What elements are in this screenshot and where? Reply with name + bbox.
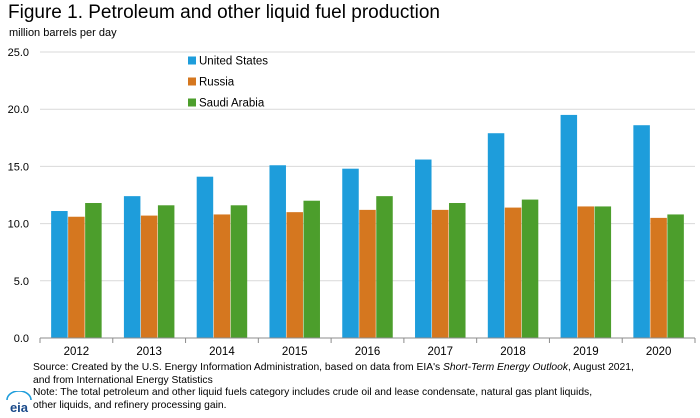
bar <box>51 211 68 338</box>
source-suffix: , August 2021, <box>568 362 634 373</box>
legend-swatch <box>188 98 196 107</box>
x-category-label: 2019 <box>573 346 599 358</box>
x-category-label: 2017 <box>427 346 453 358</box>
bar <box>269 165 286 338</box>
bar <box>521 199 539 338</box>
eia-logo: eia <box>6 391 32 415</box>
bar <box>504 207 522 338</box>
bar <box>376 196 393 338</box>
bar <box>286 212 303 338</box>
legend-swatch <box>188 56 196 65</box>
bar <box>342 168 359 338</box>
y-tick-label: 20.0 <box>8 104 29 116</box>
bar <box>415 159 432 338</box>
y-axis-tick-labels: 0.0 5.0 10.0 15.0 20.0 25.0 <box>8 47 29 345</box>
legend-label: Saudi Arabia <box>199 98 265 110</box>
x-category-label: 2014 <box>209 346 235 358</box>
bar-series <box>51 114 684 338</box>
note-line1: Note: The total petroleum and other liqu… <box>33 387 593 399</box>
bar <box>577 206 595 338</box>
bar <box>359 209 376 338</box>
legend-swatch <box>188 77 196 86</box>
eia-logo-text: eia <box>10 400 29 415</box>
legend-label: United States <box>199 56 268 68</box>
bar <box>157 205 175 338</box>
y-tick-label: 25.0 <box>8 47 29 59</box>
legend: United States Russia Saudi Arabia <box>188 56 268 110</box>
y-tick-label: 0.0 <box>14 333 29 345</box>
bar <box>123 196 141 338</box>
x-category-label: 2018 <box>500 346 526 358</box>
source-note-line2: and from International Energy Statistics <box>33 374 213 386</box>
bar <box>432 209 449 338</box>
bar <box>633 125 650 338</box>
y-tick-label: 15.0 <box>8 161 29 173</box>
y-tick-label: 10.0 <box>8 219 29 231</box>
bar-chart: 0.05.010.015.020.025.0 2012 2013 2014 2015 2… <box>8 47 696 358</box>
legend-label: Russia <box>199 77 235 89</box>
y-axis-unit-label: million barrels per day <box>9 27 117 39</box>
bar <box>196 176 214 338</box>
source-publication: Short-Term Energy Outlook <box>443 362 568 373</box>
x-axis-ticks <box>39 338 696 343</box>
bar <box>213 214 231 338</box>
x-axis-category-labels: 2012 2013 2014 2015 2016 2017 2018 2019 2020 <box>64 346 672 358</box>
x-category-label: 2016 <box>355 346 381 358</box>
bar <box>68 216 85 338</box>
x-category-label: 2012 <box>64 346 90 358</box>
x-category-label: 2015 <box>282 346 308 358</box>
source-prefix: Source: Created by the U.S. Energy Infor… <box>33 362 444 373</box>
bar <box>594 206 612 338</box>
bar <box>303 200 320 338</box>
x-category-label: 2020 <box>646 346 672 358</box>
bar <box>449 203 466 338</box>
source-note: Source: Created by the U.S. Energy Infor… <box>33 362 693 375</box>
chart-title: Figure 1. Petroleum and other liquid fue… <box>8 2 440 23</box>
x-category-label: 2013 <box>136 346 162 358</box>
y-tick-label: 5.0 <box>14 276 29 288</box>
bar <box>560 114 578 338</box>
bar <box>230 205 248 338</box>
bar <box>85 203 102 338</box>
chart-footer: Source: Created by the U.S. Energy Infor… <box>33 362 693 412</box>
bar <box>140 215 158 338</box>
bar <box>487 133 505 338</box>
bar <box>650 217 667 338</box>
bar <box>667 214 684 338</box>
note-line2: other liquids, and refinery processing g… <box>33 399 227 411</box>
